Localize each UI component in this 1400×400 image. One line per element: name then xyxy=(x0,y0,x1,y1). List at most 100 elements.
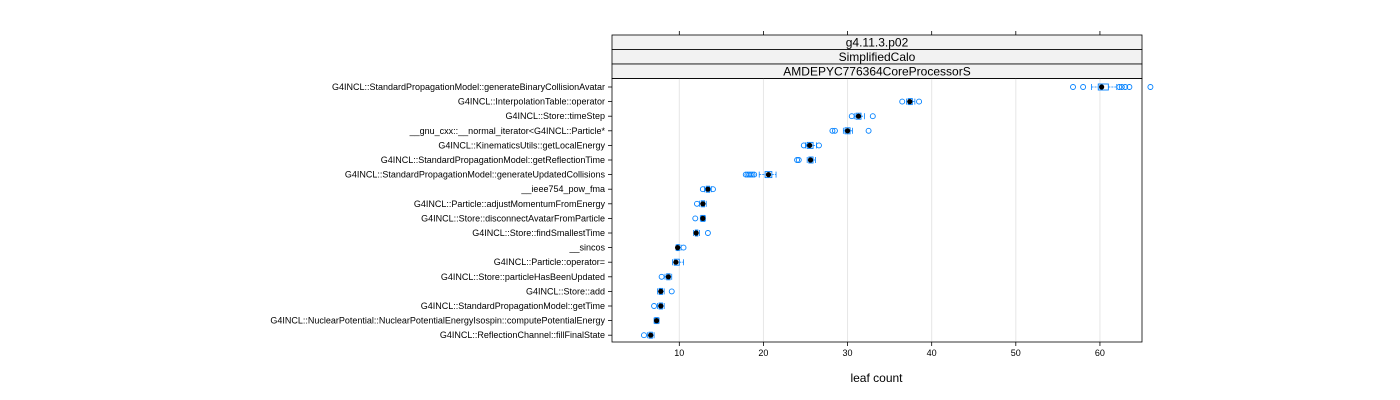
strip-header-group: g4.11.3.p02SimplifiedCaloAMDEPYC776364Co… xyxy=(611,34,1143,79)
panel-border xyxy=(611,78,1143,343)
category-label-0: G4INCL::StandardPropagationModel::genera… xyxy=(332,82,605,92)
x-tick-label-20: 20 xyxy=(758,348,768,358)
category-label-13: G4INCL::Store::particleHasBeenUpdated xyxy=(441,272,605,282)
box-5-median xyxy=(807,157,814,163)
box-1-outlier-0 xyxy=(899,98,906,105)
box-9-outlier-0 xyxy=(692,215,699,222)
box-group xyxy=(641,83,1154,339)
box-0-outlier-3 xyxy=(1118,84,1125,90)
box-10-outlier-0 xyxy=(704,230,711,236)
box-14-outlier-0 xyxy=(668,288,675,295)
box-17 xyxy=(641,331,655,339)
box-8-outlier-0 xyxy=(694,200,700,207)
x-axis: 10 20 30 40 50 60 xyxy=(608,31,1105,358)
box-7-median xyxy=(705,186,711,192)
category-label-9: G4INCL::Store::disconnectAvatarFromParti… xyxy=(421,213,605,223)
box-0-median xyxy=(1099,84,1105,90)
box-13 xyxy=(658,273,673,281)
x-tick-label-30: 30 xyxy=(843,348,853,358)
box-12-median xyxy=(673,259,679,265)
box-6-iqr xyxy=(764,171,773,179)
box-6 xyxy=(742,171,777,179)
box-6-median xyxy=(765,172,772,178)
box-5-outlier-0 xyxy=(794,157,801,163)
x-tick-label-10: 10 xyxy=(674,348,684,358)
box-15-outlier-0 xyxy=(651,303,658,309)
box-15 xyxy=(651,302,665,310)
box-16-median xyxy=(653,318,660,324)
box-6-outlier-3 xyxy=(747,171,754,178)
category-label-16: G4INCL::NuclearPotential::NuclearPotenti… xyxy=(270,316,605,326)
x-tick-label-50: 50 xyxy=(1011,348,1021,358)
box-4-median xyxy=(807,142,813,148)
box-5-outlier-1 xyxy=(795,157,802,163)
box-0-outlier-1 xyxy=(1080,84,1087,90)
box-8 xyxy=(694,200,707,208)
box-6-outlier-4 xyxy=(749,171,756,178)
category-label-14: G4INCL::Store::add xyxy=(526,286,605,296)
category-label-10: G4INCL::Store::findSmallestTime xyxy=(472,228,605,238)
x-tick-label-40: 40 xyxy=(927,348,937,358)
box-2-outlier-0 xyxy=(848,113,855,120)
box-7-outlier-1 xyxy=(710,186,716,193)
box-13-median xyxy=(665,274,671,280)
strip-1-label: SimplifiedCalo xyxy=(839,50,916,64)
category-label-1: G4INCL::InterpolationTable::operator xyxy=(458,97,605,107)
grid-group xyxy=(678,78,1101,342)
box-3-outlier-0 xyxy=(829,127,836,134)
box-0-outlier-0 xyxy=(1070,84,1076,90)
box-9 xyxy=(692,214,706,222)
box-13-outlier-0 xyxy=(658,273,665,280)
box-14-median xyxy=(658,288,664,294)
box-2-outlier-1 xyxy=(869,113,876,120)
box-1 xyxy=(899,98,923,106)
box-7-outlier-0 xyxy=(699,186,706,193)
box-4-outlier-0 xyxy=(800,142,807,149)
category-label-6: G4INCL::StandardPropagationModel::genera… xyxy=(345,170,606,180)
box-17-median xyxy=(648,332,654,338)
box-2-median xyxy=(855,113,862,119)
category-label-12: G4INCL::Particle::operator= xyxy=(494,257,605,267)
box-15-median xyxy=(658,303,664,309)
box-11-outlier-0 xyxy=(680,244,687,251)
box-9-median xyxy=(700,215,706,221)
box-10 xyxy=(693,229,711,237)
box-7 xyxy=(699,185,716,193)
category-label-15: G4INCL::StandardPropagationModel::getTim… xyxy=(421,301,605,311)
category-label-17: G4INCL::ReflectionChannel::fillFinalStat… xyxy=(440,330,605,340)
category-label-11: __sincos xyxy=(568,243,605,253)
box-3-median xyxy=(844,128,851,134)
x-axis-title: leaf count xyxy=(850,371,903,385)
box-0-outlier-4 xyxy=(1122,84,1129,90)
box-0-outlier-2 xyxy=(1116,84,1123,90)
box-4 xyxy=(800,141,822,149)
category-labels: G4INCL::StandardPropagationModel::genera… xyxy=(270,82,605,340)
box-5 xyxy=(794,156,816,164)
strip-0-label: g4.11.3.p02 xyxy=(846,36,909,50)
box-3-outlier-2 xyxy=(865,127,872,134)
box-3-outlier-1 xyxy=(831,127,838,134)
strip-2-label: AMDEPYC776364CoreProcessorS xyxy=(783,65,970,79)
box-3 xyxy=(829,127,872,135)
x-tick-label-60: 60 xyxy=(1095,348,1105,358)
category-label-3: __gnu_cxx::__normal_iterator<G4INCL::Par… xyxy=(409,126,606,136)
box-0-iqr xyxy=(1097,83,1109,91)
box-12 xyxy=(672,258,684,266)
box-0 xyxy=(1070,83,1154,91)
box-10-median xyxy=(693,230,699,236)
box-0-outlier-5 xyxy=(1126,84,1133,90)
box-16 xyxy=(653,317,660,325)
category-label-2: G4INCL::Store::timeStep xyxy=(505,111,605,121)
box-11-median xyxy=(675,245,681,251)
box-11 xyxy=(675,244,687,252)
box-1-outlier-1 xyxy=(916,98,923,105)
box-4-outlier-1 xyxy=(816,142,822,149)
category-label-7: __ieee754_pow_fma xyxy=(520,184,605,194)
box-2 xyxy=(848,112,876,120)
category-label-4: G4INCL::KinematicsUtils::getLocalEnergy xyxy=(438,140,605,150)
box-8-median xyxy=(700,201,706,207)
category-label-8: G4INCL::Particle::adjustMomentumFromEner… xyxy=(414,199,606,209)
category-label-5: G4INCL::StandardPropagationModel::getRef… xyxy=(381,155,605,165)
box-14 xyxy=(657,287,675,295)
